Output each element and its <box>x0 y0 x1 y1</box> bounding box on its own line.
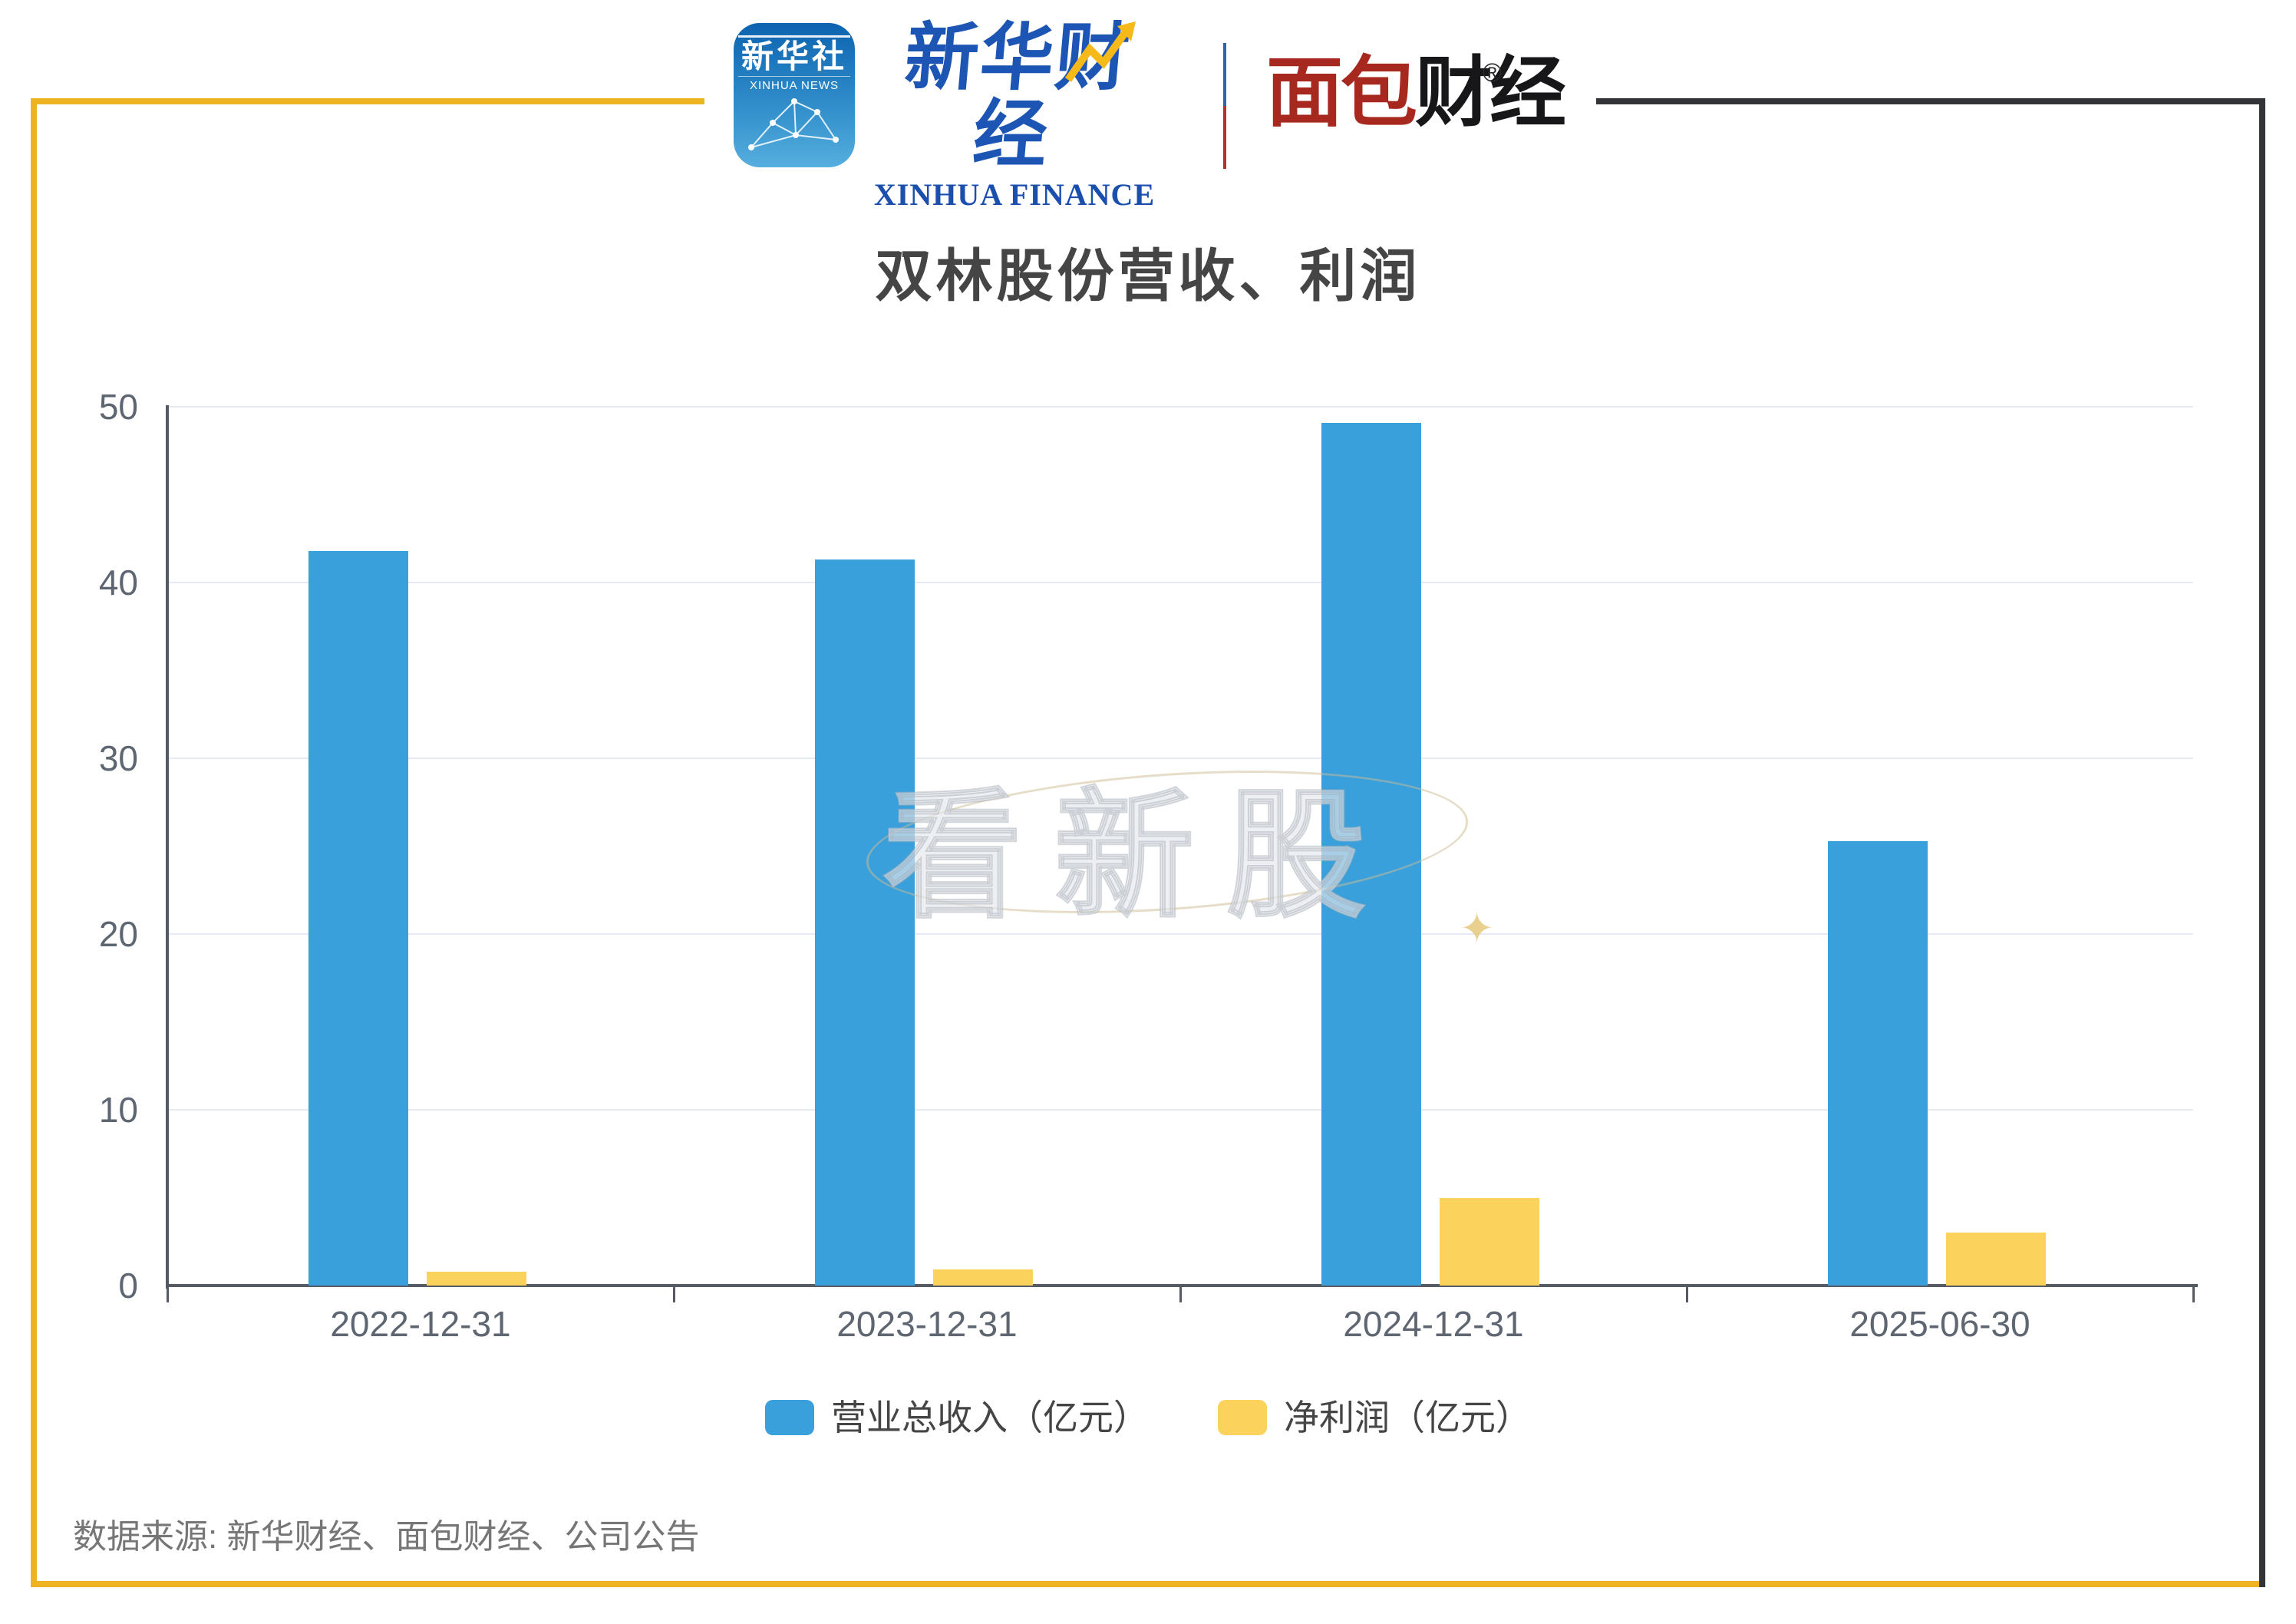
bar-revenue-2023-12-31 <box>815 559 915 1286</box>
x-axis-tick <box>1686 1287 1688 1302</box>
bar-profit-2024-12-31 <box>1440 1197 1539 1286</box>
y-gridline <box>167 758 2193 759</box>
x-axis-tick <box>2192 1287 2195 1302</box>
xinhua-icon-sublabel: XINHUA NEWS <box>749 79 839 92</box>
x-axis-tick <box>673 1287 675 1302</box>
y-gridline <box>167 933 2193 935</box>
x-axis-label: 2022-12-31 <box>330 1304 511 1344</box>
mianbao-logo-black-part: 财经 <box>1415 50 1566 136</box>
y-axis-label: 0 <box>118 1266 138 1305</box>
frame-top-right-segment <box>1596 98 2265 104</box>
y-axis-label: 50 <box>98 387 138 427</box>
legend-item: 净利润（亿元） <box>1218 1398 1531 1437</box>
y-axis-line <box>166 405 169 1289</box>
mianbao-logo-red-part: 面包 <box>1266 50 1417 136</box>
rising-arrow-icon <box>1064 21 1136 82</box>
xinhua-icon-label: 新华社 <box>737 35 850 77</box>
x-axis-label: 2023-12-31 <box>836 1304 1018 1344</box>
registered-trademark-icon: ® <box>1483 58 1503 87</box>
frame-top-left-segment <box>31 98 704 104</box>
bar-profit-2023-12-31 <box>933 1269 1033 1286</box>
bar-revenue-2022-12-31 <box>308 550 408 1286</box>
watermark-text: 看新股 <box>882 777 1398 935</box>
chart-legend: 营业总收入（亿元） 净利润（亿元） <box>0 1398 2296 1437</box>
sparkle-icon: ✦ <box>1460 906 1495 952</box>
xinhua-finance-en: XINHUA FINANCE <box>873 177 1156 212</box>
y-gridline <box>167 1109 2193 1111</box>
frame-left-border <box>31 98 37 1587</box>
legend-swatch <box>1218 1400 1267 1435</box>
y-gridline <box>167 582 2193 583</box>
xinhua-news-app-icon: 新华社 XINHUA NEWS <box>734 23 855 167</box>
logo-divider <box>1223 43 1226 169</box>
data-source-note: 数据来源: 新华财经、面包财经、公司公告 <box>73 1518 700 1556</box>
y-axis-label: 20 <box>98 914 138 954</box>
x-axis-label: 2025-06-30 <box>1849 1304 2030 1344</box>
frame-right-border <box>2259 98 2265 1587</box>
network-globe-icon <box>748 98 839 150</box>
x-axis-tick <box>1179 1287 1182 1302</box>
x-axis-tick <box>167 1287 169 1302</box>
xinhua-finance-logo: 新华财经 XINHUA FINANCE <box>866 17 1163 212</box>
y-axis-label: 40 <box>98 563 138 602</box>
legend-label: 营业总收入（亿元） <box>831 1398 1149 1438</box>
legend-swatch <box>765 1400 814 1435</box>
y-gridline <box>167 406 2193 408</box>
bar-revenue-2025-06-30 <box>1828 840 1928 1286</box>
legend-item: 营业总收入（亿元） <box>765 1398 1149 1437</box>
x-axis-line <box>166 1284 2198 1287</box>
chart-title: 双林股份营收、利润 <box>875 244 1421 308</box>
x-axis-label: 2024-12-31 <box>1343 1304 1524 1344</box>
bar-revenue-2024-12-31 <box>1321 422 1421 1286</box>
mianbao-finance-logo: 面包财经 ® <box>1266 50 1566 136</box>
y-axis-label: 10 <box>98 1090 138 1130</box>
frame-bottom-border <box>31 1581 2259 1587</box>
bar-profit-2022-12-31 <box>427 1271 526 1286</box>
legend-label: 净利润（亿元） <box>1284 1398 1531 1438</box>
y-axis-label: 30 <box>98 738 138 778</box>
bar-profit-2025-06-30 <box>1946 1233 2046 1286</box>
